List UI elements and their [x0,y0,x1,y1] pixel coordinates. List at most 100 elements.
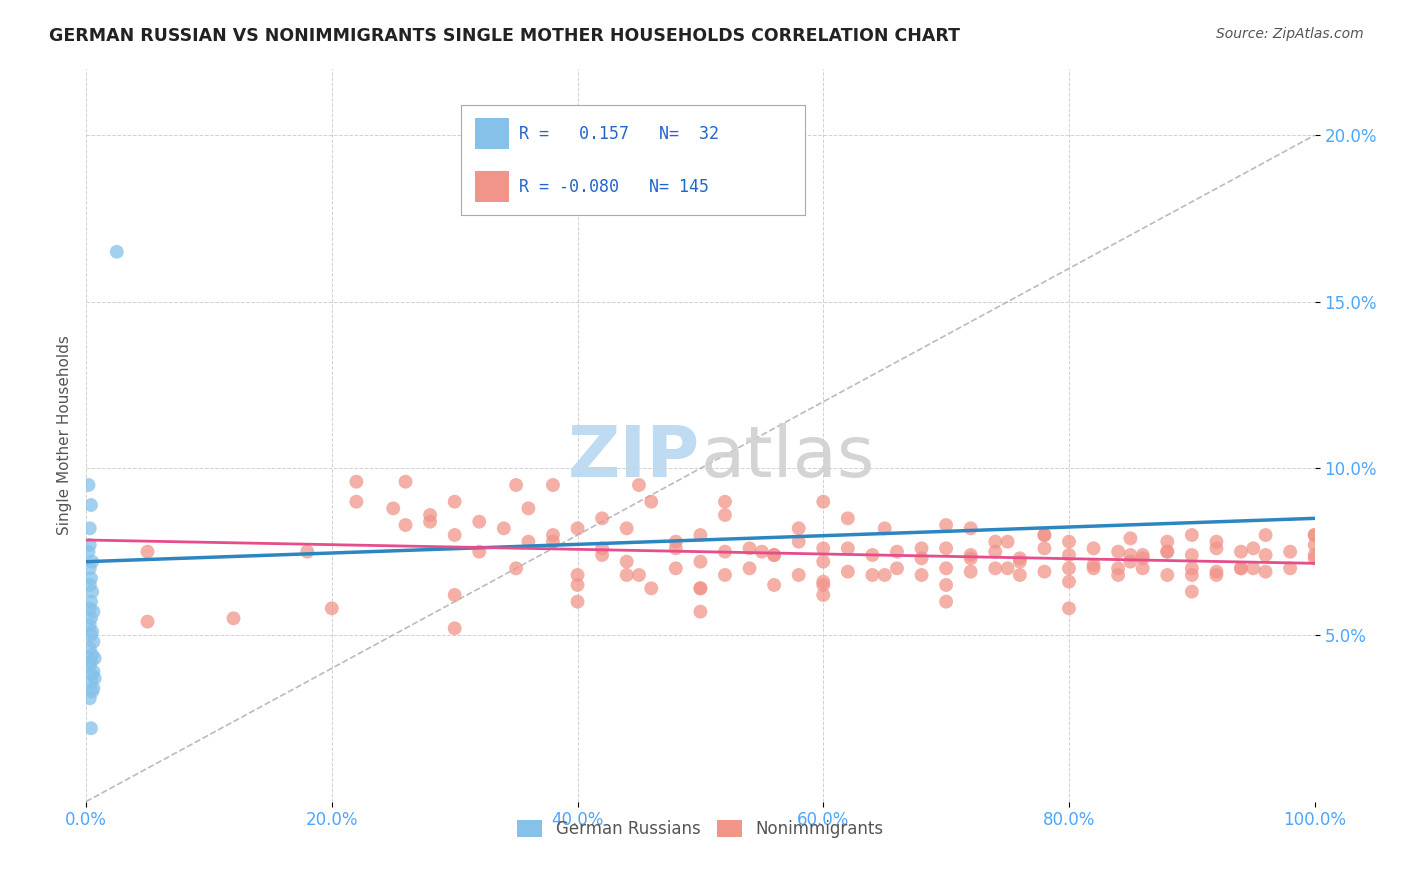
Point [910,541,932,556]
Point [541,528,564,542]
Point [567,578,589,592]
Point [1156,568,1178,582]
Point [910,568,932,582]
Point [1033,565,1056,579]
Point [751,544,773,558]
Point [443,528,465,542]
Point [105,244,128,259]
Point [80,655,103,669]
Point [1057,534,1080,549]
Point [935,578,957,592]
Point [627,568,650,582]
Text: ZIP: ZIP [568,423,700,491]
Point [1241,561,1264,575]
Point [714,494,737,508]
Point [1033,541,1056,556]
Point [1033,528,1056,542]
Point [79,601,101,615]
Point [689,582,711,596]
Point [616,555,638,569]
Point [1303,538,1326,552]
Point [80,594,103,608]
Point [82,681,104,696]
Point [616,521,638,535]
Point [79,561,101,575]
Point [80,628,103,642]
Point [935,561,957,575]
Point [443,588,465,602]
Point [665,541,688,556]
Point [627,478,650,492]
Point [984,544,1007,558]
Point [1083,561,1105,575]
Point [984,534,1007,549]
Point [1279,561,1302,575]
Point [1254,528,1277,542]
Point [1057,561,1080,575]
Point [541,534,564,549]
Point [1303,528,1326,542]
Point [222,611,245,625]
Point [1132,561,1154,575]
Point [1107,544,1129,558]
Point [714,508,737,522]
Point [1230,544,1253,558]
Point [136,544,159,558]
Point [567,594,589,608]
Point [80,721,103,735]
Point [1107,568,1129,582]
Point [492,521,515,535]
Point [689,582,711,596]
Point [82,665,104,679]
Point [1008,551,1031,566]
Point [1057,574,1080,589]
Point [1205,541,1227,556]
Point [419,515,441,529]
Point [419,508,441,522]
Text: atlas: atlas [700,423,875,491]
Point [837,565,859,579]
Point [1181,528,1204,542]
Point [394,518,416,533]
Point [82,648,104,662]
Point [813,541,835,556]
Point [813,494,835,508]
Point [77,478,100,492]
Point [505,561,527,575]
Point [321,601,343,615]
Point [997,534,1019,549]
Point [80,674,103,689]
Point [837,541,859,556]
Point [763,548,786,562]
Point [1205,534,1227,549]
Point [1008,555,1031,569]
Point [959,551,981,566]
Point [1181,568,1204,582]
Point [1230,561,1253,575]
Point [79,578,101,592]
Point [860,548,883,562]
Point [541,478,564,492]
Point [79,618,101,632]
Point [344,494,367,508]
Point [873,568,896,582]
Point [79,538,101,552]
Point [813,578,835,592]
Point [813,555,835,569]
Point [1254,565,1277,579]
Point [935,518,957,533]
Point [640,494,662,508]
Point [80,498,103,512]
Point [567,521,589,535]
Point [80,571,103,585]
Point [665,534,688,549]
Point [935,541,957,556]
Point [873,521,896,535]
Point [344,475,367,489]
Point [787,521,810,535]
Point [517,534,540,549]
Point [1119,532,1142,546]
Point [935,594,957,608]
Point [1119,555,1142,569]
Point [82,584,104,599]
